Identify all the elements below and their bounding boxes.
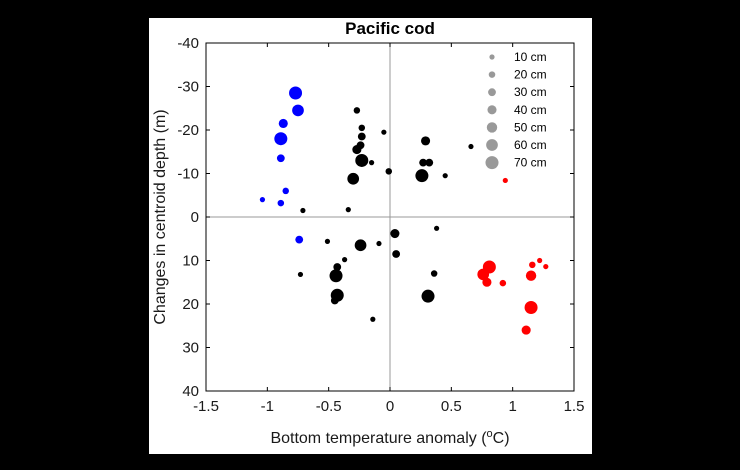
y-tick-label: -10: [177, 166, 199, 183]
x-axis-label-text: Bottom temperature anomaly (: [270, 430, 487, 447]
data-point-black: [390, 228, 400, 239]
data-point-blue: [276, 154, 285, 163]
data-point-red: [537, 257, 543, 264]
x-tick-label: 1.5: [564, 398, 585, 415]
data-point-red: [529, 261, 536, 269]
data-point-black: [300, 207, 306, 214]
data-point-black: [356, 141, 365, 150]
data-point-red: [525, 270, 537, 281]
data-point-black: [333, 263, 342, 271]
data-point-blue: [292, 104, 304, 117]
data-point-black: [430, 270, 438, 277]
x-tick-label: 0.5: [441, 398, 462, 415]
y-tick-label: -30: [177, 79, 199, 96]
chart-title: Pacific cod: [345, 19, 435, 38]
data-point-black: [421, 289, 435, 303]
legend-marker: [486, 122, 498, 133]
data-point-red: [521, 325, 531, 335]
data-point-black: [468, 143, 474, 150]
legend-marker: [485, 156, 499, 170]
data-point-black: [355, 153, 369, 167]
legend-label: 40 cm: [514, 103, 547, 117]
data-point-black: [425, 158, 434, 167]
legend-label: 60 cm: [514, 138, 547, 152]
data-point-blue: [282, 187, 289, 195]
y-tick-label: 30: [182, 340, 199, 357]
size-legend: 10 cm 20 cm 30 cm 40 cm 50 cm 60 cm 70 cm: [485, 50, 547, 170]
data-point-black: [358, 124, 366, 132]
data-point-black: [297, 271, 304, 278]
data-point-red: [477, 268, 490, 281]
data-point-red: [499, 279, 507, 287]
x-axis-label-unit-sup: o: [487, 428, 493, 440]
x-tick-label: -1.5: [193, 398, 219, 415]
data-point-blue: [274, 132, 288, 146]
data-point-black: [329, 269, 343, 283]
data-point-blue: [278, 118, 288, 129]
y-tick-label: -40: [177, 35, 199, 52]
y-tick-label: 10: [182, 253, 199, 270]
data-point-black: [370, 316, 376, 322]
data-point-black: [415, 169, 429, 183]
legend-marker: [486, 139, 498, 151]
data-point-black: [392, 250, 401, 258]
data-point-black: [381, 129, 387, 135]
legend-label: 30 cm: [514, 85, 547, 99]
data-point-red: [524, 300, 538, 314]
data-point-black: [421, 136, 431, 146]
data-point-black: [324, 238, 331, 244]
data-point-blue: [295, 235, 304, 244]
data-point-black: [347, 172, 360, 185]
data-point-black: [345, 207, 351, 213]
data-point-black: [353, 107, 361, 114]
data-point-red: [482, 277, 492, 287]
data-point-blue: [277, 199, 285, 207]
x-axis-label: Bottom temperature anomaly (oC): [270, 428, 509, 447]
data-point-black: [442, 173, 448, 179]
y-tick-label: -20: [177, 122, 199, 139]
data-point-black: [434, 225, 440, 231]
x-tick-label: 1: [508, 398, 516, 415]
y-tick-label: 0: [191, 209, 199, 226]
legend-marker: [487, 105, 497, 115]
data-point-black: [354, 239, 367, 252]
data-point-black: [376, 240, 382, 247]
data-point-black: [369, 160, 375, 166]
data-point-red: [502, 177, 508, 184]
data-point-blue: [259, 197, 266, 203]
data-point-black: [330, 296, 339, 305]
legend-label: 20 cm: [514, 68, 547, 82]
data-point-blue: [289, 86, 303, 100]
legend-label: 70 cm: [514, 156, 547, 170]
y-tick-label: 20: [182, 296, 199, 313]
x-tick-label: -1: [261, 398, 274, 415]
data-point-red: [543, 263, 549, 270]
y-axis-label: Changes in centroid depth (m): [152, 109, 169, 324]
data-point-black: [357, 132, 366, 141]
legend-label: 50 cm: [514, 120, 547, 134]
data-points: [259, 86, 549, 335]
legend-marker: [488, 88, 496, 97]
x-tick-label: -0.5: [316, 398, 342, 415]
data-point-black: [419, 158, 428, 167]
data-point-black: [385, 168, 393, 175]
legend-label: 10 cm: [514, 50, 547, 64]
y-tick-label: 40: [182, 383, 199, 400]
data-point-black: [342, 257, 348, 263]
legend-marker: [488, 71, 496, 78]
zero-lines: [206, 43, 574, 391]
x-tick-label: 0: [386, 398, 394, 415]
x-axis-label-unit-rest: C): [493, 430, 510, 447]
axis-ticks: -1.5 -1 -0.5 0 0.5 1 1.5 -40 -30 -20 -10 0 10 20 30 40: [177, 35, 584, 415]
legend-marker: [489, 54, 495, 60]
